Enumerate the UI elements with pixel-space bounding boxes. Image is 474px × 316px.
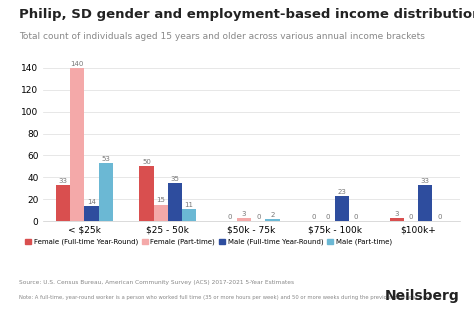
Bar (84, 206, 99, 221)
Text: 140: 140 (71, 61, 84, 67)
Text: 35: 35 (171, 176, 179, 182)
Bar (390, 218, 404, 221)
Text: Total count of individuals aged 15 years and older across various annual income : Total count of individuals aged 15 years… (19, 32, 425, 40)
Bar (154, 205, 168, 221)
Text: 0: 0 (228, 214, 232, 220)
Text: 2: 2 (270, 212, 274, 218)
Text: 0: 0 (437, 214, 442, 220)
Text: 50: 50 (142, 159, 151, 165)
Bar (99, 163, 113, 221)
Bar (237, 218, 251, 221)
Bar (168, 183, 182, 221)
Text: 0: 0 (256, 214, 261, 220)
Text: 23: 23 (337, 189, 346, 195)
Text: 14: 14 (87, 198, 96, 204)
Text: Source: U.S. Census Bureau, American Community Survey (ACS) 2017-2021 5-Year Est: Source: U.S. Census Bureau, American Com… (19, 280, 294, 285)
Text: 15: 15 (156, 198, 165, 204)
Bar (335, 196, 349, 221)
Text: Neilsberg: Neilsberg (385, 289, 460, 303)
Text: 33: 33 (59, 178, 68, 184)
Legend: Female (Full-time Year-Round), Female (Part-time), Male (Full-time Year-Round), : Female (Full-time Year-Round), Female (P… (22, 236, 394, 248)
Text: 33: 33 (420, 178, 429, 184)
Text: 0: 0 (354, 214, 358, 220)
Text: Note: A full-time, year-round worker is a person who worked full time (35 or mor: Note: A full-time, year-round worker is … (19, 295, 432, 301)
Text: 53: 53 (101, 156, 110, 162)
Bar (182, 209, 196, 221)
Text: 0: 0 (311, 214, 316, 220)
Text: 3: 3 (242, 210, 246, 216)
Bar (70, 68, 84, 221)
Text: 0: 0 (409, 214, 413, 220)
Text: 11: 11 (184, 202, 193, 208)
Bar (139, 167, 154, 221)
Bar (265, 219, 280, 221)
Bar (56, 185, 70, 221)
Text: 0: 0 (325, 214, 330, 220)
Bar (418, 185, 432, 221)
Text: Philip, SD gender and employment-based income distribution: Philip, SD gender and employment-based i… (19, 8, 474, 21)
Text: 3: 3 (394, 210, 399, 216)
